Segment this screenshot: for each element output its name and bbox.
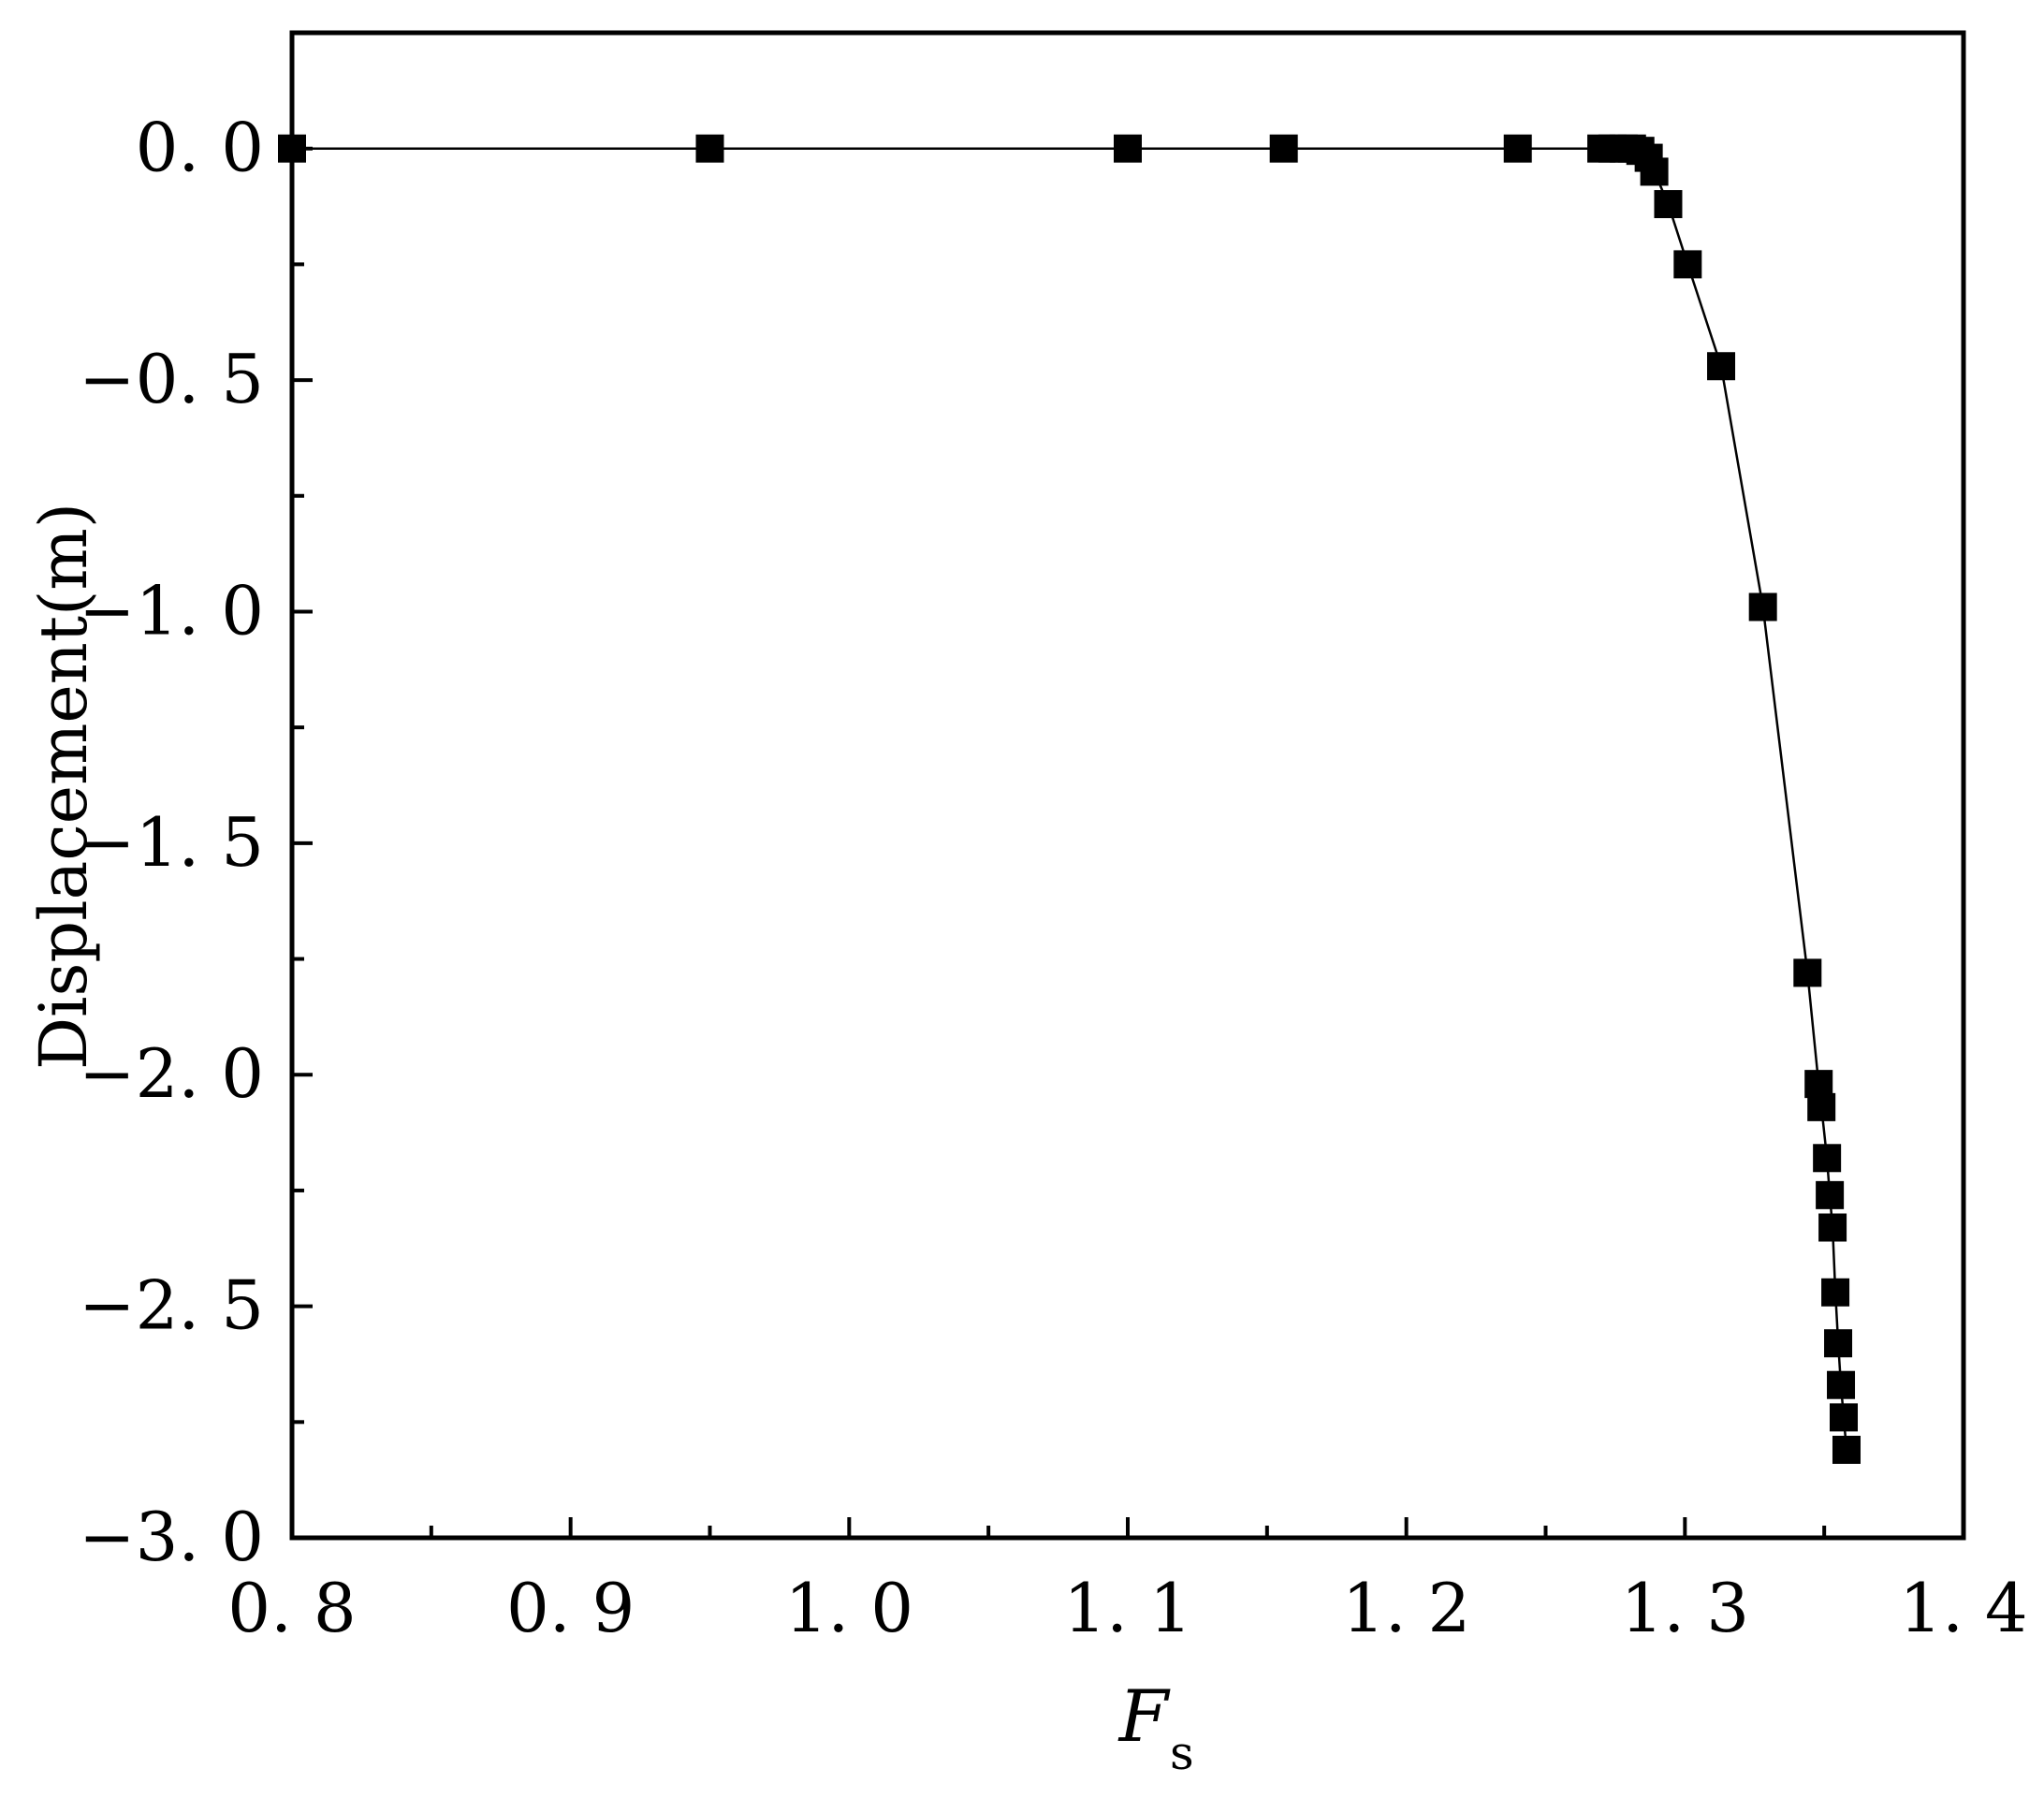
- plot-frame: [289, 30, 1966, 1541]
- data-point-marker: [1673, 250, 1702, 279]
- data-point-marker: [1807, 1092, 1836, 1121]
- y-tick-labels: 0. 0 −0. 5 −1. 0 −1. 5 −2. 0 −2. 5 −3. 0: [79, 109, 264, 1576]
- data-point-marker: [1503, 134, 1532, 163]
- data-point-marker: [1818, 1213, 1847, 1242]
- data-point-marker: [1813, 1144, 1842, 1173]
- y-tick-label: −3. 0: [79, 1498, 264, 1576]
- data-point-marker: [1114, 134, 1142, 163]
- series-markers: [278, 134, 1861, 1464]
- data-point-marker: [1830, 1403, 1859, 1432]
- x-tick-label: 0. 8: [227, 1569, 356, 1647]
- x-tick-label: 0. 9: [506, 1569, 635, 1647]
- x-tick-label: 1. 1: [1063, 1569, 1191, 1647]
- x-tick-label: 1. 3: [1621, 1569, 1749, 1647]
- y-tick-label: −1. 5: [79, 803, 264, 882]
- data-point-marker: [695, 134, 724, 163]
- x-tick-label: 1. 4: [1899, 1569, 2027, 1647]
- data-point-marker: [1748, 592, 1777, 621]
- data-point-marker: [1707, 352, 1736, 381]
- data-point-marker: [1640, 157, 1669, 186]
- series-line-layer: [292, 147, 1848, 1451]
- y-tick-label: −0. 5: [79, 340, 264, 418]
- y-tick-label: −1. 0: [79, 571, 264, 650]
- series-line: [292, 147, 1848, 1451]
- data-point-marker: [1269, 134, 1298, 163]
- x-tick-label: 1. 0: [785, 1569, 913, 1647]
- data-point-marker: [1824, 1329, 1853, 1358]
- data-point-marker: [1827, 1370, 1856, 1399]
- x-tick-labels: 0. 8 0. 9 1. 0 1. 1 1. 2 1. 3 1. 4: [227, 1569, 2027, 1647]
- data-point-marker: [1821, 1278, 1850, 1307]
- x-axis-label: F: [1117, 1674, 1171, 1758]
- y-tick-label: −2. 0: [79, 1034, 264, 1113]
- data-point-marker: [1793, 958, 1822, 987]
- y-axis-label: Displacement(m): [25, 503, 102, 1070]
- y-tick-label: −2. 5: [79, 1266, 264, 1345]
- data-point-marker: [1654, 190, 1683, 219]
- x-tick-label: 1. 2: [1342, 1569, 1470, 1647]
- x-axis-label-subscript: s: [1170, 1726, 1194, 1780]
- data-point-marker: [1816, 1180, 1845, 1209]
- y-tick-label: 0. 0: [136, 109, 264, 187]
- data-point-marker: [1832, 1435, 1861, 1464]
